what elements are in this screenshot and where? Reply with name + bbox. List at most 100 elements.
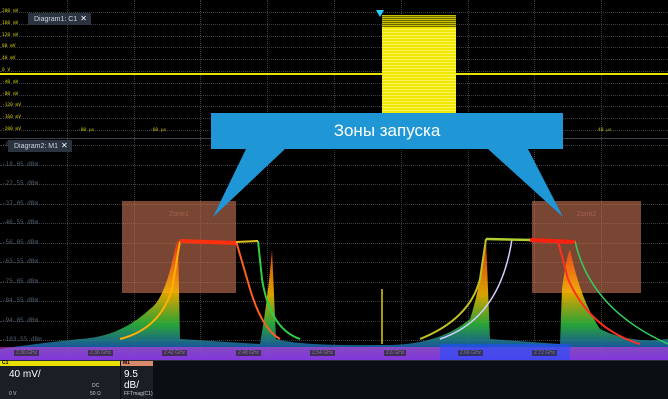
zone-1-label: Zone1: [169, 211, 189, 218]
diagram1-y-tick-label: 200 mV: [2, 9, 19, 14]
m1-header: [121, 361, 153, 366]
grid-line: [601, 0, 603, 138]
grid-line: [0, 320, 668, 322]
diagram1-x-tick-label: 40 µs: [598, 128, 612, 133]
grid-line: [0, 106, 668, 108]
spectrum-skirt-right-a: [257, 240, 301, 340]
signal-1-plateau-b: [235, 240, 259, 243]
diagram2-y-tick-label: -56.05 dBm: [2, 238, 39, 246]
m1-vertical-scale: 9.5 dB/: [124, 369, 140, 391]
m1-channel-box[interactable]: M1 9.5 dB/ FFTmag(C1): [121, 361, 153, 399]
grid-line: [467, 139, 469, 361]
diagram2-tab-label: Diagram2: M1: [14, 143, 58, 150]
grid-line: [467, 0, 469, 138]
diagram2-y-tick-label: -18.05 dBm: [2, 160, 39, 168]
c1-vertical-scale: 40 mV/: [9, 369, 41, 380]
diagram2-tab[interactable]: Diagram2: M1 ✕: [8, 140, 72, 152]
diagram2-x-tick-label: 2.66 GHz: [458, 350, 484, 356]
diagram1-y-tick-label: -160 mV: [2, 115, 21, 121]
diagram1-y-tick-label: 80 mV: [2, 44, 16, 50]
diagram2-y-tick-label: -84.55 dBm: [2, 297, 39, 304]
m1-name: M1: [123, 360, 130, 366]
grid-line: [0, 47, 668, 49]
spectrum-skirt-2-left: [419, 238, 487, 340]
grid-line: [0, 340, 668, 341]
grid-line: [0, 301, 668, 302]
diagram2-x-tick-label: 2.72 GHz: [532, 350, 558, 356]
close-icon[interactable]: ✕: [60, 141, 68, 150]
spectrum-noise-floor: [0, 239, 668, 361]
c1-channel-box[interactable]: C1 40 mV/ 0 V DC 50 Ω: [0, 361, 120, 399]
diagram1-x-tick-label: -60 µs: [150, 128, 167, 133]
diagram2-y-tick-label: -75.05 dBm: [2, 277, 39, 285]
c1-coupling: DC: [92, 383, 100, 389]
grid-line: [0, 71, 668, 72]
diagram1-y-tick-label: -40 mV: [2, 79, 19, 85]
diagram2-y-tick-label: -27.55 dBm: [2, 180, 39, 187]
diagram1-y-tick-label: -80 mV: [2, 91, 19, 97]
grid-line: [66, 139, 68, 361]
grid-line: [200, 0, 202, 138]
diagram2-y-tick-label: -37.05 dBm: [2, 199, 39, 207]
callout-label: Зоны запуска: [333, 121, 441, 140]
signal-2-plateau: [485, 237, 533, 242]
diagram2-x-tick-label: 2.30 GHz: [14, 350, 40, 356]
diagram1-y-tick-label: 120 mV: [2, 32, 19, 38]
grid-line: [0, 223, 668, 224]
close-icon[interactable]: ✕: [80, 14, 87, 23]
diagram2-x-tick-label: 2.36 GHz: [88, 350, 114, 356]
c1-name: C1: [2, 360, 9, 366]
diagram2-y-tick-label: -103.55 dBm: [2, 336, 42, 343]
grid-line: [133, 0, 135, 138]
grid-line: [0, 59, 668, 61]
trigger-zone-2[interactable]: Zone2: [532, 201, 641, 293]
grid-line: [534, 0, 536, 138]
c1-offset: 0 V: [9, 391, 17, 397]
grid-line: [0, 82, 668, 84]
grid-line: [0, 262, 668, 263]
diagram2-y-tick-label: -94.05 dBm: [2, 316, 39, 324]
spectrum-skirt-2-left-b: [439, 238, 513, 340]
grid-line: [0, 242, 668, 244]
grid-line: [334, 139, 335, 361]
grid-line: [334, 0, 335, 138]
diagram2-x-tick-label: 2.54 GHz: [310, 350, 336, 356]
diagram2-x-tick-label: 2.6 GHz: [384, 350, 407, 356]
diagram1-y-tick-label: 0 V: [2, 68, 11, 73]
zone-2-label: Zone2: [576, 211, 597, 218]
trigger-position-marker[interactable]: [376, 10, 384, 17]
signal-2-plateau-b: [529, 238, 576, 244]
grid-line: [0, 94, 668, 96]
grid-line: [400, 139, 402, 361]
diagram1-y-tick-label: 40 mV: [2, 56, 16, 62]
c1-trace: [0, 73, 668, 75]
diagram1-tab[interactable]: Diagram1: C1 ✕: [28, 13, 91, 25]
diagram2-y-tick-label: -65.55 dBm: [2, 258, 39, 265]
spectrum-display: [0, 237, 668, 361]
grid-line: [66, 0, 68, 138]
spectrum-skirt-left: [119, 240, 181, 340]
diagram2-x-tick-label: 2.42 GHz: [162, 350, 188, 356]
diagram2-y-tick-label: -46.55 dBm: [2, 219, 39, 226]
diagram1-y-tick-label: 160 mV: [2, 20, 19, 26]
c1-burst-edge: [382, 15, 456, 27]
c1-impedance: 50 Ω: [90, 391, 101, 397]
m1-source: FFTmag(C1): [124, 391, 153, 397]
spectrum-skirt-2-right-b: [574, 240, 668, 345]
grid-line: [0, 12, 668, 13]
grid-line: [0, 23, 668, 25]
spectrum-floor-band-blue: [440, 344, 570, 361]
diagram1-y-tick-label: -200 mV: [2, 127, 21, 132]
spectrum-skirt-right-b: [235, 240, 281, 340]
spectrum-skirt-2-right: [557, 240, 641, 345]
c1-header: [0, 361, 120, 366]
status-bar: C1 40 mV/ 0 V DC 50 Ω M1 9.5 dB/ FFTmag(…: [0, 360, 668, 399]
diagram2-x-tick-label: 2.48 GHz: [236, 350, 262, 356]
diagram1-x-tick-label: -80 µs: [78, 128, 95, 133]
diagram2-panel[interactable]: -8.55 dBm-18.05 dBm-27.55 dBm-37.05 dBm-…: [0, 138, 668, 361]
grid-line: [0, 35, 668, 37]
diagram1-tab-label: Diagram1: C1: [34, 16, 78, 23]
diagram1-y-tick-label: -120 mV: [2, 103, 21, 109]
grid-line: [267, 0, 269, 138]
signal-1-plateau: [179, 239, 237, 245]
